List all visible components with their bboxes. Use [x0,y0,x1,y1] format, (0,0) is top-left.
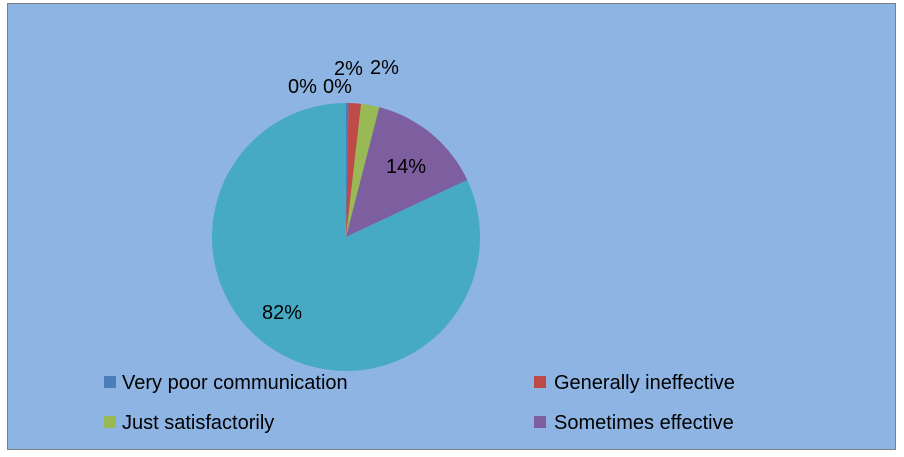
legend-label-just-satisfactorily: Just satisfactorily [122,412,274,434]
legend-item-sometimes-effective: Sometimes effective [534,412,734,434]
legend-item-generally-ineffective: Generally ineffective [534,372,735,394]
pie-slice-sometimes-effective [346,107,468,237]
data-label-generally-ineffective-lower: 0% [323,76,352,98]
pie-slice-remaining-share [211,103,480,372]
legend-swatch-sometimes-effective [534,416,546,428]
data-label-generally-ineffective: 2% [334,58,363,80]
data-label-remaining-share: 82% [262,302,302,324]
legend-item-very-poor-communication: Very poor communication [104,372,348,394]
pie-slice-just-satisfactorily [346,103,380,238]
data-label-just-satisfactorily: 2% [370,57,399,79]
legend-swatch-very-poor-communication [104,376,116,388]
legend-swatch-just-satisfactorily [104,416,116,428]
legend-label-sometimes-effective: Sometimes effective [554,412,734,434]
data-label-sometimes-effective: 14% [386,156,426,178]
pie-slice-generally-ineffective [346,103,362,237]
pie-slice-very-poor-communication [346,103,349,237]
legend-swatch-generally-ineffective [534,376,546,388]
legend-label-very-poor-communication: Very poor communication [122,372,348,394]
legend-label-generally-ineffective: Generally ineffective [554,372,735,394]
pie-slices [211,103,480,372]
legend: Very poor communication Generally ineffe… [104,372,735,434]
data-label-very-poor-communication: 0% [288,76,317,98]
legend-item-just-satisfactorily: Just satisfactorily [104,412,274,434]
